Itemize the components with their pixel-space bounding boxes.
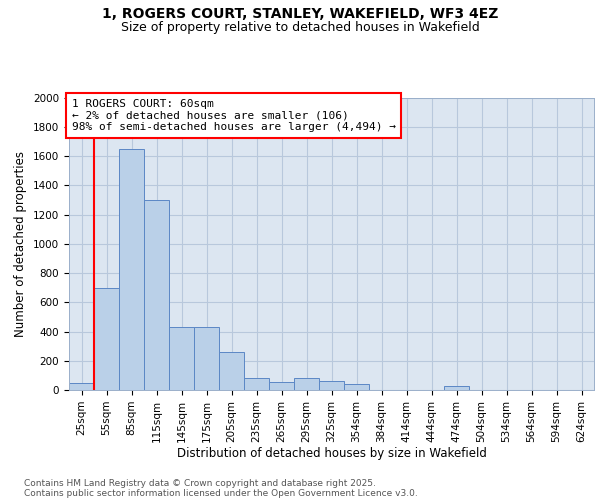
- Bar: [194, 327, 219, 390]
- Bar: [219, 352, 244, 390]
- Text: 1 ROGERS COURT: 60sqm
← 2% of detached houses are smaller (106)
98% of semi-deta: 1 ROGERS COURT: 60sqm ← 2% of detached h…: [71, 99, 395, 132]
- Text: Size of property relative to detached houses in Wakefield: Size of property relative to detached ho…: [121, 21, 479, 34]
- Bar: [269, 382, 294, 390]
- Bar: [344, 384, 369, 390]
- Text: Contains HM Land Registry data © Crown copyright and database right 2025.: Contains HM Land Registry data © Crown c…: [24, 478, 376, 488]
- Bar: [294, 378, 319, 390]
- Text: Contains public sector information licensed under the Open Government Licence v3: Contains public sector information licen…: [24, 488, 418, 498]
- Bar: [319, 381, 344, 390]
- Bar: [69, 382, 94, 390]
- Bar: [144, 200, 169, 390]
- Text: 1, ROGERS COURT, STANLEY, WAKEFIELD, WF3 4EZ: 1, ROGERS COURT, STANLEY, WAKEFIELD, WF3…: [102, 8, 498, 22]
- Y-axis label: Number of detached properties: Number of detached properties: [14, 151, 28, 337]
- Bar: [444, 386, 469, 390]
- Bar: [94, 288, 119, 390]
- Bar: [244, 378, 269, 390]
- Bar: [119, 148, 144, 390]
- Bar: [169, 327, 194, 390]
- X-axis label: Distribution of detached houses by size in Wakefield: Distribution of detached houses by size …: [176, 448, 487, 460]
